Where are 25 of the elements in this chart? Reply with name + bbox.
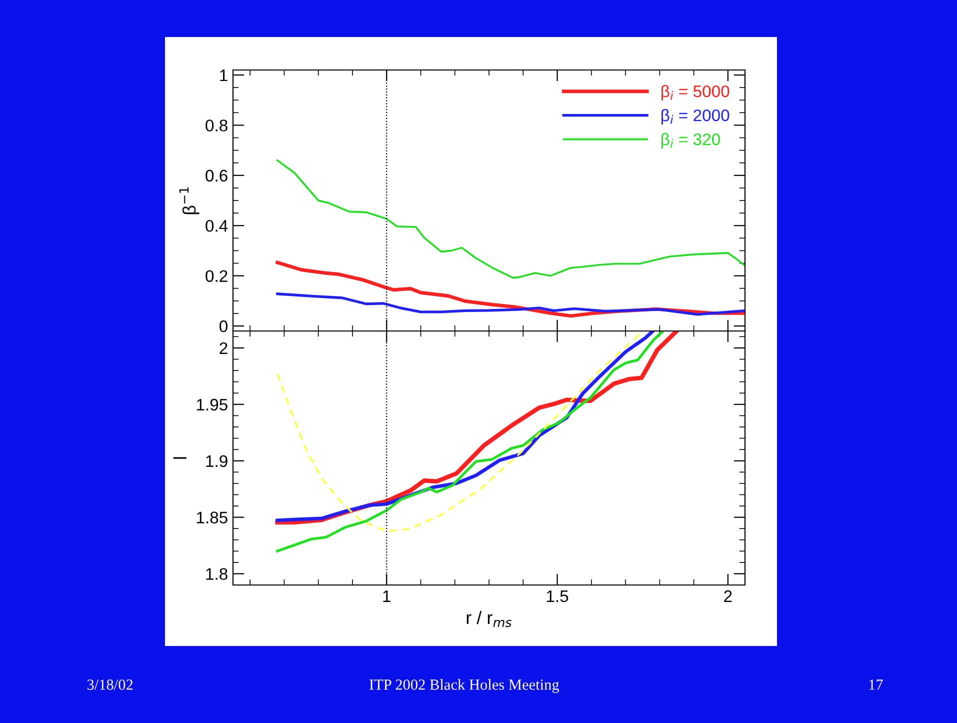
y-tick-label: 1.95: [196, 398, 228, 411]
y-axis-title: β$^{−1}$: [179, 187, 200, 214]
y-axis-title: l: [173, 457, 186, 459]
x-tick-label: 1.5: [546, 590, 568, 602]
text: β$_{i}$ = 2000: [661, 109, 730, 125]
line-series: [276, 292, 745, 316]
x-axis-title: r / r$_{ms}$: [466, 610, 512, 628]
text: β$_{i}$ = 320: [661, 133, 720, 149]
text: 3/18/02: [87, 680, 133, 690]
y-tick-label: 1.9: [206, 455, 228, 468]
y-tick-label: 1: [220, 70, 228, 82]
text: ITP 2002 Black Holes Meeting: [370, 679, 560, 693]
y-tick-label: 0.2: [206, 270, 228, 282]
y-tick-label: 2: [220, 342, 228, 354]
y-tick-label: 0.8: [206, 120, 228, 132]
line-series: [276, 159, 745, 279]
y-tick-label: 0.4: [206, 220, 228, 232]
x-tick-label: 1: [383, 590, 390, 602]
y-tick-label: 0.6: [206, 170, 228, 182]
text: 17: [869, 680, 883, 690]
y-tick-label: 1.85: [196, 512, 228, 524]
y-tick-label: 0: [220, 320, 228, 332]
y-tick-label: 1.8: [206, 568, 228, 580]
text: β$_{i}$ = 5000: [661, 85, 730, 101]
x-tick-label: 2: [724, 590, 732, 602]
